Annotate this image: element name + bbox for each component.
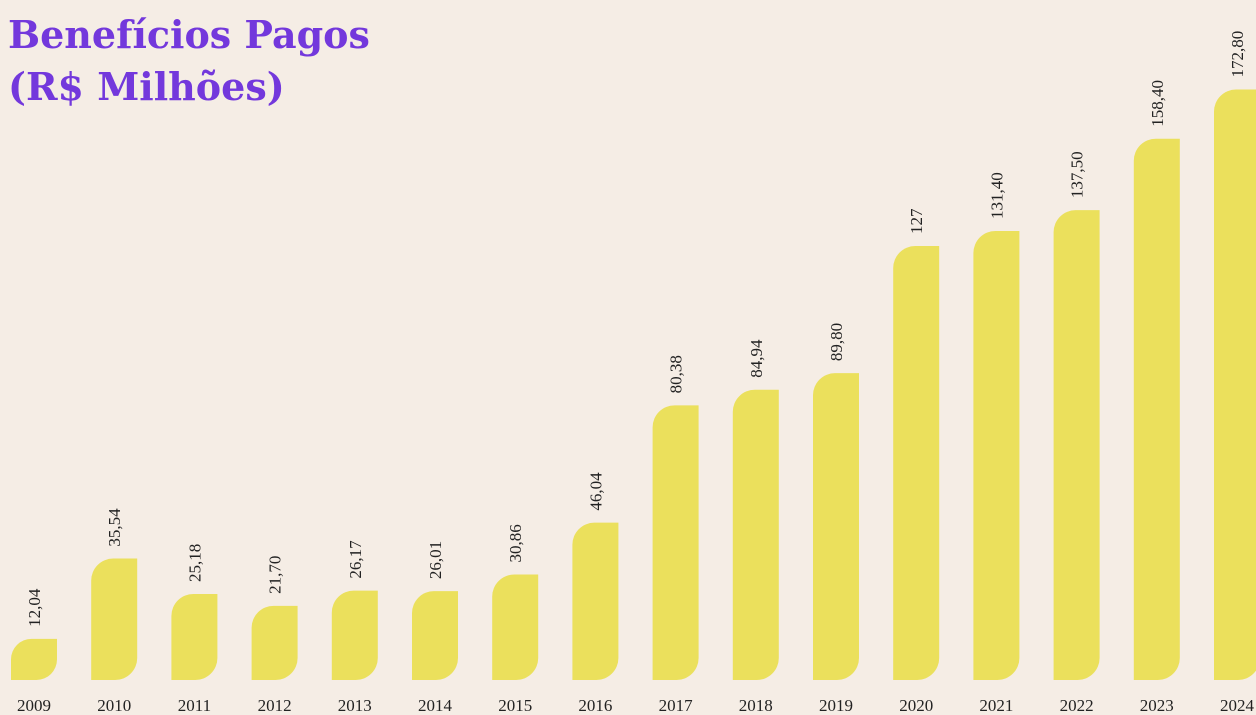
bar	[1133, 138, 1180, 680]
bar	[572, 522, 619, 680]
x-tick-label: 2020	[899, 696, 933, 715]
value-label: 158,40	[1148, 80, 1167, 127]
bar	[973, 230, 1020, 680]
bar	[732, 389, 779, 680]
bar	[1053, 210, 1100, 680]
bar	[492, 574, 539, 680]
x-tick-label: 2010	[97, 696, 131, 715]
x-tick-label: 2018	[739, 696, 773, 715]
bar	[813, 373, 859, 680]
x-tick-label: 2012	[258, 696, 292, 715]
value-label: 12,04	[25, 588, 44, 627]
x-tick-label: 2014	[418, 696, 453, 715]
value-label: 131,40	[987, 172, 1006, 219]
x-tick-label: 2024	[1220, 696, 1255, 715]
value-label: 172,80	[1228, 31, 1247, 78]
bar	[171, 593, 218, 680]
bar	[331, 590, 378, 680]
x-tick-label: 2022	[1060, 696, 1094, 715]
value-label: 25,18	[185, 544, 204, 582]
bar	[91, 558, 138, 680]
x-tick-label: 2015	[498, 696, 532, 715]
value-label: 84,94	[747, 339, 766, 378]
bar	[412, 591, 458, 680]
value-label: 89,80	[827, 323, 846, 361]
value-label: 30,86	[506, 524, 525, 562]
x-tick-label: 2013	[338, 696, 372, 715]
bar	[11, 638, 57, 680]
chart-title: (R$ Milhões)	[8, 64, 285, 109]
bar	[1214, 89, 1256, 680]
bar	[652, 405, 699, 680]
value-label: 26,01	[426, 541, 445, 579]
value-label: 137,50	[1068, 151, 1087, 198]
bar	[251, 605, 298, 680]
x-tick-label: 2023	[1140, 696, 1174, 715]
value-label: 21,70	[266, 556, 285, 594]
x-tick-label: 2016	[578, 696, 612, 715]
x-tick-label: 2009	[17, 696, 51, 715]
x-tick-label: 2021	[979, 696, 1013, 715]
value-label: 46,04	[586, 472, 605, 511]
x-tick-label: 2017	[659, 696, 694, 715]
x-tick-label: 2011	[178, 696, 211, 715]
value-label: 127	[907, 208, 926, 234]
value-label: 35,54	[105, 508, 124, 547]
chart-title: Benefícios Pagos	[8, 12, 370, 57]
value-label: 80,38	[667, 355, 686, 393]
x-tick-label: 2019	[819, 696, 853, 715]
value-label: 26,17	[346, 540, 365, 579]
bar	[893, 246, 940, 680]
